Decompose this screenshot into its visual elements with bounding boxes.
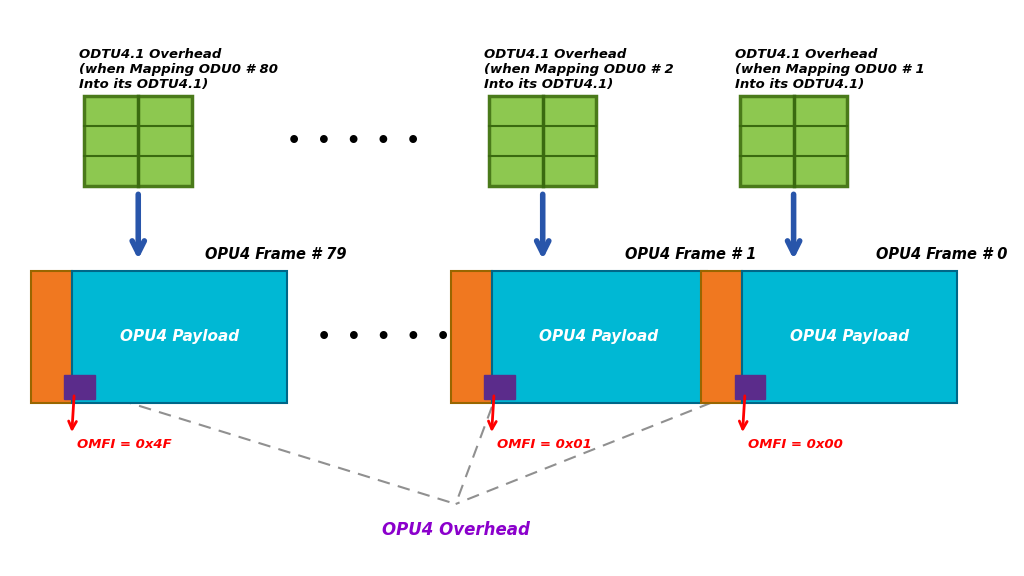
Text: ODTU4.1 Overhead
(when Mapping ODU0 # 80
Into its ODTU4.1): ODTU4.1 Overhead (when Mapping ODU0 # 80… — [80, 48, 279, 90]
Text: OPU4 Payload: OPU4 Payload — [540, 329, 658, 344]
Text: OPU4 Payload: OPU4 Payload — [791, 329, 909, 344]
Text: OMFI = 0x4F: OMFI = 0x4F — [77, 438, 171, 451]
Text: OPU4 Frame # 0: OPU4 Frame # 0 — [876, 247, 1007, 262]
Text: OPU4 Frame # 1: OPU4 Frame # 1 — [625, 247, 756, 262]
Text: OMFI = 0x01: OMFI = 0x01 — [497, 438, 592, 451]
Bar — [742, 271, 957, 403]
Bar — [72, 271, 287, 403]
Bar — [735, 376, 766, 399]
Text: OPU4 Frame # 79: OPU4 Frame # 79 — [205, 247, 346, 262]
Bar — [63, 376, 94, 399]
Text: ODTU4.1 Overhead
(when Mapping ODU0 # 1
Into its ODTU4.1): ODTU4.1 Overhead (when Mapping ODU0 # 1 … — [735, 48, 925, 90]
Text: OPU4 Payload: OPU4 Payload — [120, 329, 239, 344]
Bar — [451, 271, 492, 403]
Bar — [85, 96, 193, 185]
Bar — [31, 271, 72, 403]
Bar — [492, 271, 707, 403]
Text: OPU4 Overhead: OPU4 Overhead — [382, 521, 529, 539]
Text: •  •  •  •  •: • • • • • — [287, 131, 420, 151]
Bar — [483, 376, 514, 399]
Text: ODTU4.1 Overhead
(when Mapping ODU0 # 2
Into its ODTU4.1): ODTU4.1 Overhead (when Mapping ODU0 # 2 … — [484, 48, 674, 90]
Bar — [739, 96, 848, 185]
Bar — [489, 96, 596, 185]
Bar — [701, 271, 742, 403]
Text: OMFI = 0x00: OMFI = 0x00 — [748, 438, 843, 451]
Text: •  •  •  •  •: • • • • • — [317, 327, 451, 347]
